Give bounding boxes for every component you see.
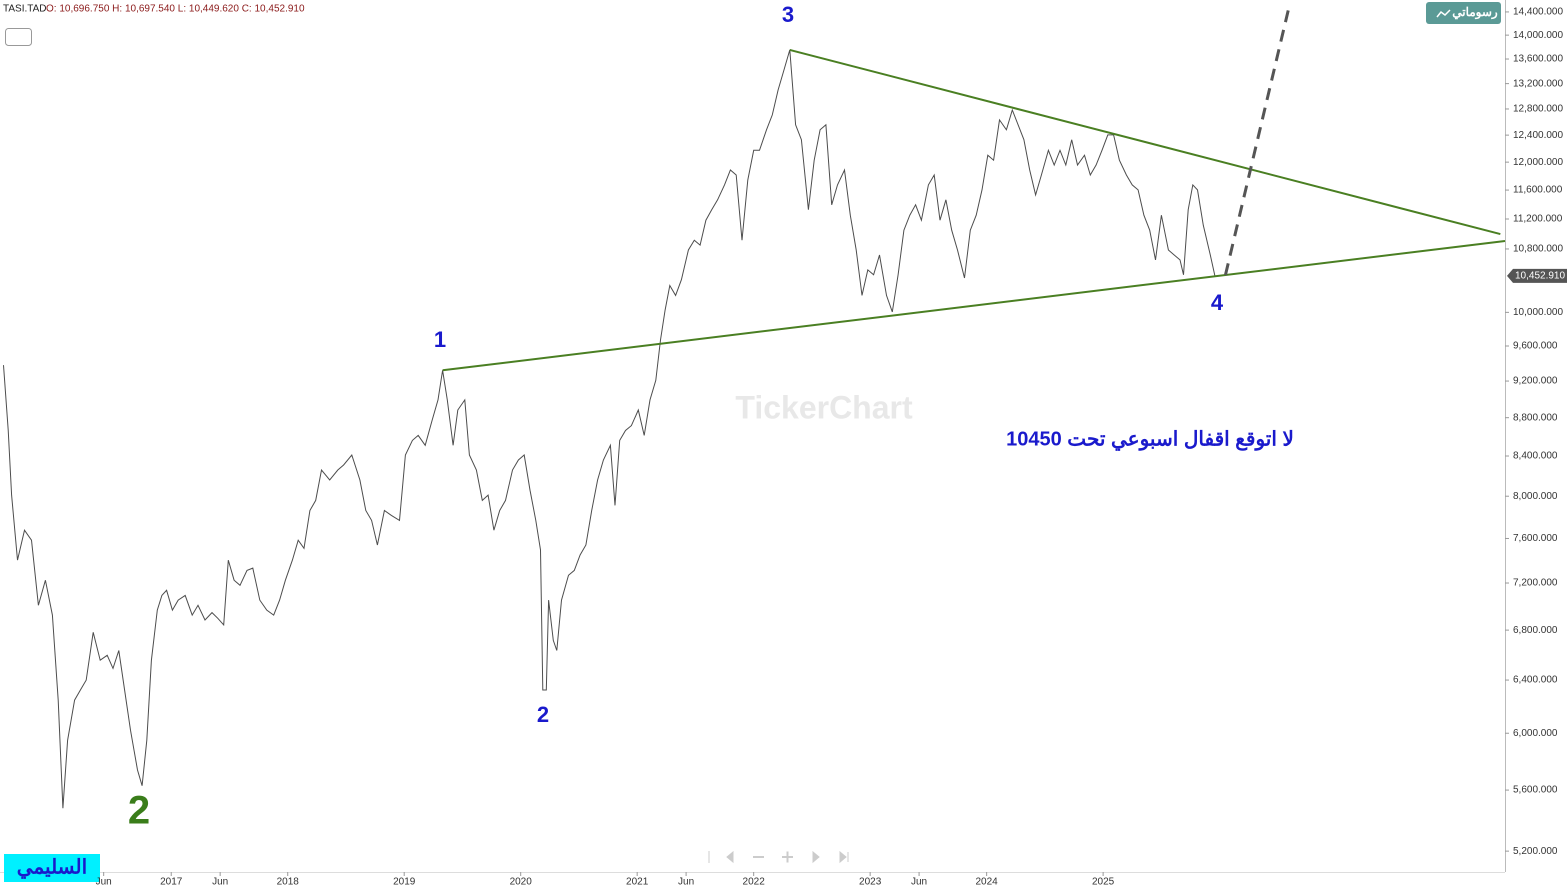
- y-tick-label: 14,000.000: [1513, 30, 1563, 41]
- x-tick-label: Jun: [911, 877, 927, 888]
- toolbar-plus[interactable]: [782, 851, 793, 863]
- y-tick-label: 13,200.000: [1513, 78, 1563, 89]
- collapse-button[interactable]: [5, 28, 32, 46]
- watermark: TickerChart: [735, 389, 913, 425]
- x-tick-label: 2022: [743, 877, 766, 888]
- x-tick-label: Jun: [678, 877, 694, 888]
- y-tick-label: 6,800.000: [1513, 625, 1558, 636]
- y-tick-label: 6,400.000: [1513, 675, 1558, 686]
- y-tick-label: 12,400.000: [1513, 130, 1563, 141]
- my-drawings-button[interactable]: [1426, 2, 1501, 24]
- x-tick-label: 2019: [393, 877, 416, 888]
- toolbar-left[interactable]: [726, 850, 734, 864]
- x-tick-label: 2024: [976, 877, 999, 888]
- y-tick-label: 8,400.000: [1513, 451, 1558, 462]
- toolbar-end[interactable]: [839, 850, 849, 864]
- toolbar-right[interactable]: [812, 850, 820, 864]
- my-drawings-label: رسوماتي: [1452, 5, 1498, 20]
- symbol: TASI.TAD: [3, 4, 47, 15]
- author-tag: السليمي: [17, 856, 87, 879]
- y-tick-label: 6,000.000: [1513, 728, 1558, 739]
- drawings-icon: [1436, 9, 1451, 18]
- author-tag-box: [4, 854, 100, 882]
- annotation: 2: [128, 789, 150, 833]
- annotation: 4: [1211, 290, 1224, 315]
- trendline: [789, 48, 1501, 236]
- y-tick-label: 11,200.000: [1513, 214, 1563, 225]
- y-tick-label: 11,600.000: [1513, 185, 1563, 196]
- y-tick-label: 5,200.000: [1513, 846, 1558, 857]
- price-line: [3, 49, 1216, 809]
- x-tick-label: 2021: [626, 877, 649, 888]
- y-tick-label: 7,200.000: [1513, 578, 1558, 589]
- annotation: 3: [782, 2, 794, 27]
- annotation: 1: [434, 327, 446, 352]
- zoom-toolbar: [708, 850, 849, 864]
- y-tick-label: 12,000.000: [1513, 157, 1563, 168]
- y-tick-label: 8,000.000: [1513, 491, 1558, 502]
- y-tick-label: 14,400.000: [1513, 7, 1563, 18]
- x-tick-label: 2020: [510, 877, 533, 888]
- last-price-badge: [1507, 268, 1567, 283]
- y-tick-label: 13,600.000: [1513, 54, 1563, 65]
- last-price-label: 10,452.910: [1515, 271, 1565, 282]
- trendline: [1223, 4, 1291, 276]
- y-tick-label: 9,600.000: [1513, 341, 1558, 352]
- y-tick-label: 5,600.000: [1513, 785, 1558, 796]
- y-tick-label: 10,800.000: [1513, 244, 1563, 255]
- y-tick-label: 9,200.000: [1513, 376, 1558, 387]
- x-tick-label: Jun: [96, 877, 112, 888]
- trendline: [442, 239, 1506, 372]
- y-tick-label: 12,800.000: [1513, 104, 1563, 115]
- annotation: 2: [537, 702, 549, 727]
- y-tick-label: 7,600.000: [1513, 533, 1558, 544]
- y-tick-label: 10,000.000: [1513, 307, 1563, 318]
- x-tick-label: 2017: [160, 877, 183, 888]
- x-tick-label: 2025: [1092, 877, 1115, 888]
- x-tick-label: 2023: [859, 877, 882, 888]
- x-tick-label: 2018: [277, 877, 300, 888]
- ohlc: O: 10,696.750 H: 10,697.540 L: 10,449.62…: [46, 4, 305, 15]
- x-tick-label: Jun: [212, 877, 228, 888]
- y-tick-label: 8,800.000: [1513, 412, 1558, 423]
- annotation: لا اتوقع اقفال اسبوعي تحت 10450: [1006, 428, 1294, 451]
